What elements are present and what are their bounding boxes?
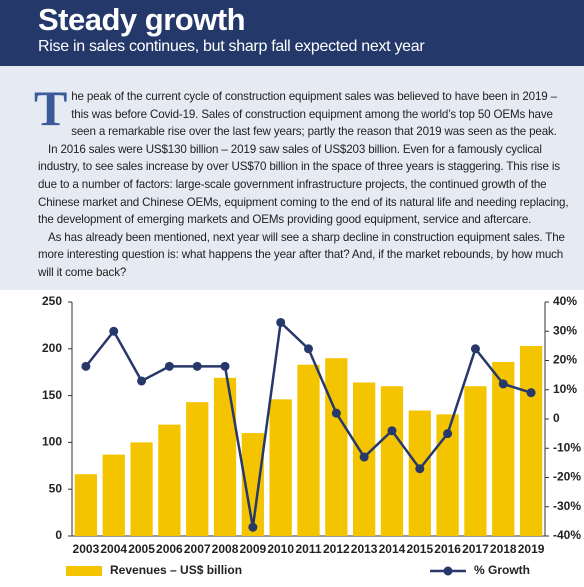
article: T he peak of the current cycle of constr… [0,66,584,290]
x-tick-label: 2009 [240,542,267,556]
header: Steady growth Rise in sales continues, b… [0,0,584,66]
x-tick-label: 2017 [462,542,489,556]
growth-point [304,344,313,354]
x-tick-label: 2016 [434,542,461,556]
x-tick-label: 2011 [295,542,321,556]
growth-point [276,317,286,327]
y-tick-label: 150 [42,388,62,402]
y2-tick-label: 30% [553,323,577,337]
bar [213,377,237,536]
drop-cap: T [34,80,68,136]
growth-point [443,429,453,439]
y2-tick-label: -30% [553,499,581,513]
bar [325,358,348,536]
bar [186,402,209,536]
paragraph: he peak of the current cycle of construc… [71,90,557,139]
title: Steady growth [38,2,246,37]
x-tick-label: 2010 [267,542,294,556]
bar [436,414,459,536]
x-tick-label: 2003 [73,542,100,556]
growth-point [526,388,536,398]
chart: 0 50 100 150 200 250 40% 30% 20% 10% 0 -10% -20% -30%… [42,294,581,577]
bar [492,361,515,536]
x-tick-label: 2014 [379,542,406,556]
growth-point [192,361,202,371]
y-tick-label: 250 [42,294,62,308]
article-text: T he peak of the current cycle of constr… [34,83,572,282]
bar [519,345,543,536]
growth-point [109,326,119,336]
growth-point [248,522,258,532]
y2-tick-label: -10% [553,440,581,454]
growth-point [387,426,397,436]
growth-point [164,361,174,371]
x-tick-label: 2008 [212,542,239,556]
x-tick-label: 2007 [184,542,211,556]
y2-tick-label: 20% [553,353,577,367]
x-tick-label: 2018 [490,542,517,556]
bar [241,433,264,536]
growth-point [359,452,369,462]
legend-label: % Growth [474,563,530,577]
growth-point [137,376,147,386]
x-tick-label: 2006 [156,542,183,556]
bar [130,442,153,536]
y2-tick-label: 0 [553,411,560,425]
y2-tick-label: -20% [553,470,581,484]
growth-point [81,361,91,371]
bar [269,399,292,536]
paragraph: In 2016 sales were US$130 billion – 2019… [38,142,569,227]
x-tick-label: 2015 [406,542,433,556]
legend-swatch [66,566,102,576]
bar [408,410,431,536]
x-tick-label: 2013 [351,542,378,556]
x-tick-label: 2004 [100,542,127,556]
growth-point [498,379,508,389]
legend-swatch [443,566,453,576]
bar [158,424,181,536]
growth-point [470,344,480,354]
y-tick-label: 50 [49,481,63,495]
paragraph: As has already been mentioned, next year… [38,230,565,279]
bar [102,454,125,536]
y2-tick-label: 10% [553,382,577,396]
y-tick-label: 0 [55,528,62,542]
x-tick-label: 2005 [128,542,155,556]
y2-tick-label: -40% [553,528,581,542]
bar [74,474,98,536]
growth-point [220,361,230,371]
y-tick-label: 100 [42,435,62,449]
x-tick-label: 2019 [518,542,545,556]
growth-point [331,408,341,418]
subtitle: Rise in sales continues, but sharp fall … [38,38,425,55]
bar [464,386,487,536]
x-tick-label: 2012 [323,542,350,556]
growth-point [415,464,425,474]
legend-label: Revenues – US$ billion [110,563,242,577]
bar [297,364,320,536]
y-tick-label: 200 [42,341,62,355]
bar [380,386,404,536]
y2-tick-label: 40% [553,294,577,308]
